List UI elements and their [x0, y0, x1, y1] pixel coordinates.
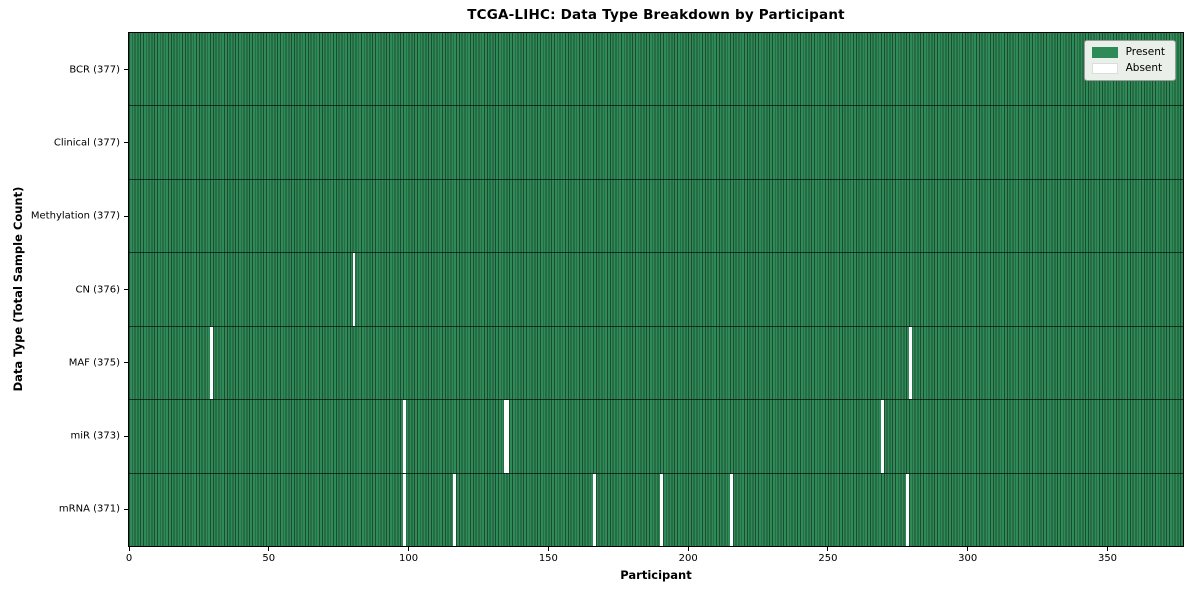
x-tick-label-150: 150 — [538, 553, 558, 564]
y-tick-label-Clinical: Clinical (377) — [53, 137, 120, 149]
legend-label-present: Present — [1125, 46, 1165, 58]
absent-bar-CN-80 — [352, 253, 356, 326]
y-tick-label-mRNA: mRNA (371) — [58, 503, 120, 515]
y-axis-tick-labels: BCR (377) Clinical (377) Methylation (377)… — [0, 33, 129, 546]
x-tick-label-250: 250 — [818, 553, 838, 564]
legend-item-present: Present — [1091, 46, 1165, 58]
x-tick-label-350: 350 — [1097, 553, 1118, 564]
heatmap-row-BCR — [129, 33, 1183, 106]
y-tick-mark — [124, 142, 128, 144]
y-axis-ticks — [124, 33, 128, 546]
x-tick-label-100: 100 — [399, 553, 419, 564]
heatmap-row-Methylation — [129, 178, 1183, 253]
absent-bar-mRNA-116 — [453, 473, 457, 546]
x-tick-mark — [687, 547, 689, 551]
absent-swatch — [1091, 63, 1118, 74]
legend-label-absent: Absent — [1125, 62, 1163, 74]
x-tick-mark — [967, 547, 969, 551]
x-tick-mark — [547, 547, 549, 551]
absent-bar-miR-135 — [506, 400, 510, 473]
absent-bar-miR-134 — [503, 400, 507, 473]
absent-bar-MAF-279 — [909, 326, 912, 400]
legend-item-absent: Absent — [1091, 62, 1165, 74]
absent-bar-miR-98 — [402, 400, 406, 473]
chart-title: TCGA-LIHC: Data Type Breakdown by Partic… — [467, 7, 845, 23]
y-tick-mark — [124, 362, 128, 364]
x-axis-title: Participant — [620, 568, 692, 582]
absent-bar-miR-269 — [881, 400, 884, 473]
heatmap-rows — [129, 33, 1183, 546]
legend: Present Absent — [1083, 40, 1176, 81]
absent-bar-mRNA-278 — [906, 473, 909, 546]
heatmap-row-Clinical — [129, 105, 1183, 179]
absent-bar-mRNA-190 — [660, 473, 663, 546]
heatmap-row-mRNA — [129, 472, 1183, 546]
y-tick-mark — [124, 215, 128, 217]
x-tick-mark — [408, 547, 410, 551]
x-tick-mark — [268, 547, 270, 551]
heatmap-row-CN — [129, 252, 1183, 326]
x-tick-label-300: 300 — [958, 553, 978, 564]
absent-bar-mRNA-215 — [730, 473, 733, 546]
y-tick-mark — [124, 69, 128, 71]
x-tick-label-0: 0 — [125, 553, 133, 564]
x-tick-mark — [827, 547, 829, 551]
plot-area: Present Absent — [128, 32, 1184, 547]
absent-bar-mRNA-166 — [593, 473, 596, 546]
x-tick-label-200: 200 — [678, 553, 698, 564]
y-tick-label-miR: miR (373) — [70, 430, 120, 442]
x-axis-ticks — [128, 547, 1183, 551]
y-tick-label-CN: CN (376) — [75, 284, 120, 295]
absent-bar-MAF-29 — [210, 326, 213, 400]
present-swatch — [1091, 47, 1118, 58]
absent-bar-mRNA-98 — [402, 473, 406, 546]
y-tick-mark — [124, 289, 128, 290]
x-axis-tick-labels: 0 50 100 150 200 250 300 350 — [125, 553, 1183, 565]
x-tick-mark — [128, 547, 130, 551]
y-tick-label-MAF: MAF (375) — [68, 357, 120, 369]
y-tick-label-Methylation: Methylation (377) — [30, 210, 120, 222]
x-tick-mark — [1107, 547, 1108, 551]
x-tick-label-50: 50 — [262, 553, 276, 564]
y-tick-mark — [124, 508, 128, 510]
y-tick-mark — [124, 435, 128, 437]
heatmap-row-MAF — [129, 325, 1183, 400]
y-tick-label-BCR: BCR (377) — [69, 64, 120, 76]
heatmap-row-miR — [129, 399, 1183, 473]
